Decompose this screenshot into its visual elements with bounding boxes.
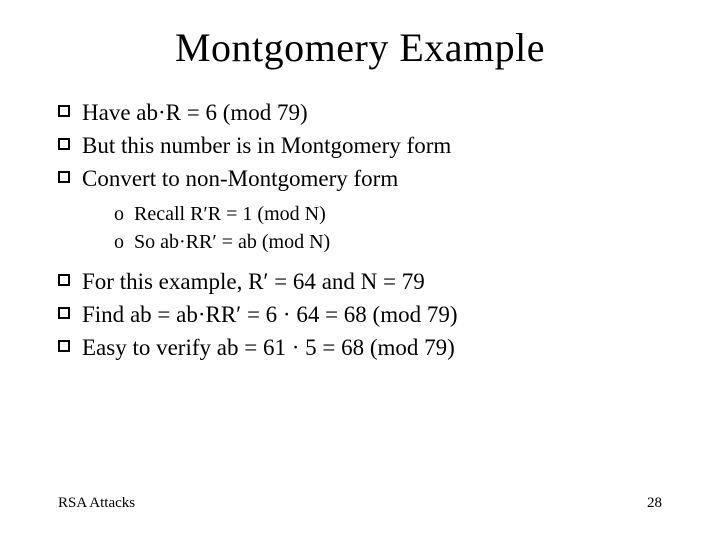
slide-title: Montgomery Example [58, 24, 662, 71]
circle-bullet-icon: o [114, 228, 124, 256]
bullet-item: Easy to verify ab = 61 · 5 = 68 (mod 79) [58, 332, 662, 363]
math-run: ab = ab·RR′ = 6 · 64 = 68 (mod 79) [130, 302, 458, 327]
bullet-text: But this number is in Montgomery form [82, 130, 662, 161]
bullet-text: Have ab·R = 6 (mod 79) [82, 97, 662, 128]
square-bullet-icon [58, 340, 70, 352]
footer-label: RSA Attacks [58, 495, 135, 512]
sub-bullet-text: Recall R′R = 1 (mod N) [134, 200, 326, 228]
text-run: and [316, 269, 361, 294]
bullet-text: Convert to non-Montgomery form [82, 163, 662, 194]
square-bullet-icon [58, 274, 70, 286]
square-bullet-icon [58, 307, 70, 319]
sub-bullet-group: o Recall R′R = 1 (mod N) o So ab·RR′ = a… [114, 200, 662, 256]
circle-bullet-icon: o [114, 200, 124, 228]
bullet-list: Have ab·R = 6 (mod 79) But this number i… [58, 97, 662, 363]
text-run: Recall [134, 203, 190, 225]
bullet-text: For this example, R′ = 64 and N = 79 [82, 266, 662, 297]
bullet-item: Find ab = ab·RR′ = 6 · 64 = 68 (mod 79) [58, 299, 662, 330]
bullet-item: But this number is in Montgomery form [58, 130, 662, 161]
bullet-item: Have ab·R = 6 (mod 79) [58, 97, 662, 128]
sub-bullet-item: o Recall R′R = 1 (mod N) [114, 200, 662, 228]
bullet-text: Find ab = ab·RR′ = 6 · 64 = 68 (mod 79) [82, 299, 662, 330]
text-run: Have [82, 100, 136, 125]
text-run: Easy to verify [82, 335, 217, 360]
math-run: N = 79 [361, 269, 425, 294]
math-run: ab = 61 · 5 = 68 (mod 79) [217, 335, 455, 360]
square-bullet-icon [58, 138, 70, 150]
math-run: ab·R = 6 (mod 79) [136, 100, 307, 125]
slide: Montgomery Example Have ab·R = 6 (mod 79… [0, 0, 720, 540]
square-bullet-icon [58, 171, 70, 183]
sub-bullet-text: So ab·RR′ = ab (mod N) [134, 228, 330, 256]
bullet-item: Convert to non-Montgomery form [58, 163, 662, 194]
text-run: Find [82, 302, 130, 327]
math-run: R′R = 1 (mod N) [190, 203, 326, 225]
math-run: ab·RR′ = ab (mod N) [160, 231, 330, 253]
text-run: For this example, [82, 269, 248, 294]
bullet-text: Easy to verify ab = 61 · 5 = 68 (mod 79) [82, 332, 662, 363]
square-bullet-icon [58, 105, 70, 117]
sub-bullet-item: o So ab·RR′ = ab (mod N) [114, 228, 662, 256]
page-number: 28 [647, 495, 662, 512]
text-run: So [134, 231, 160, 253]
math-run: R′ = 64 [248, 269, 316, 294]
bullet-item: For this example, R′ = 64 and N = 79 [58, 266, 662, 297]
